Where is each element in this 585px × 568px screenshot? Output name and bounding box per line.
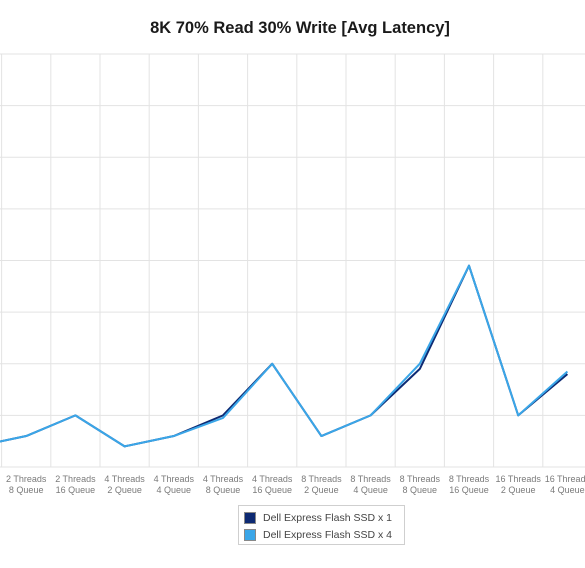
legend-entry-series-1: Dell Express Flash SSD x 1	[244, 509, 404, 526]
x-tick-label: 2 Threads 8 Queue	[6, 474, 47, 495]
legend-swatch-series-1	[244, 511, 256, 524]
x-tick-label: 2 Threads 16 Queue	[55, 474, 96, 495]
legend: Dell Express Flash SSD x 1 Dell Express …	[238, 505, 405, 545]
legend-entry-series-2: Dell Express Flash SSD x 4	[244, 526, 404, 543]
x-tick-label: 8 Threads 2 Queue	[301, 474, 342, 495]
x-tick-label: 4 Threads 4 Queue	[154, 474, 195, 495]
x-tick-label: 4 Threads 16 Queue	[252, 474, 293, 495]
x-tick-label: 8 Threads 8 Queue	[400, 474, 441, 495]
legend-label-series-2: Dell Express Flash SSD x 4	[263, 528, 392, 541]
grid-lines	[0, 53, 585, 468]
x-tick-label: 4 Threads 8 Queue	[203, 474, 244, 495]
legend-swatch-series-2	[244, 528, 256, 541]
x-tick-label: 4 Threads 2 Queue	[104, 474, 145, 495]
chart-title: 8K 70% Read 30% Write [Avg Latency]	[150, 19, 450, 37]
series-line-1	[0, 264, 569, 448]
x-tick-label: 8 Threads 4 Queue	[350, 474, 391, 495]
legend-label-series-1: Dell Express Flash SSD x 1	[263, 511, 392, 524]
series-line-2	[0, 264, 569, 448]
x-tick-label: 16 Threads 2 Queue	[496, 474, 542, 495]
x-tick-label: 8 Threads 16 Queue	[449, 474, 490, 495]
series-lines	[0, 264, 569, 448]
